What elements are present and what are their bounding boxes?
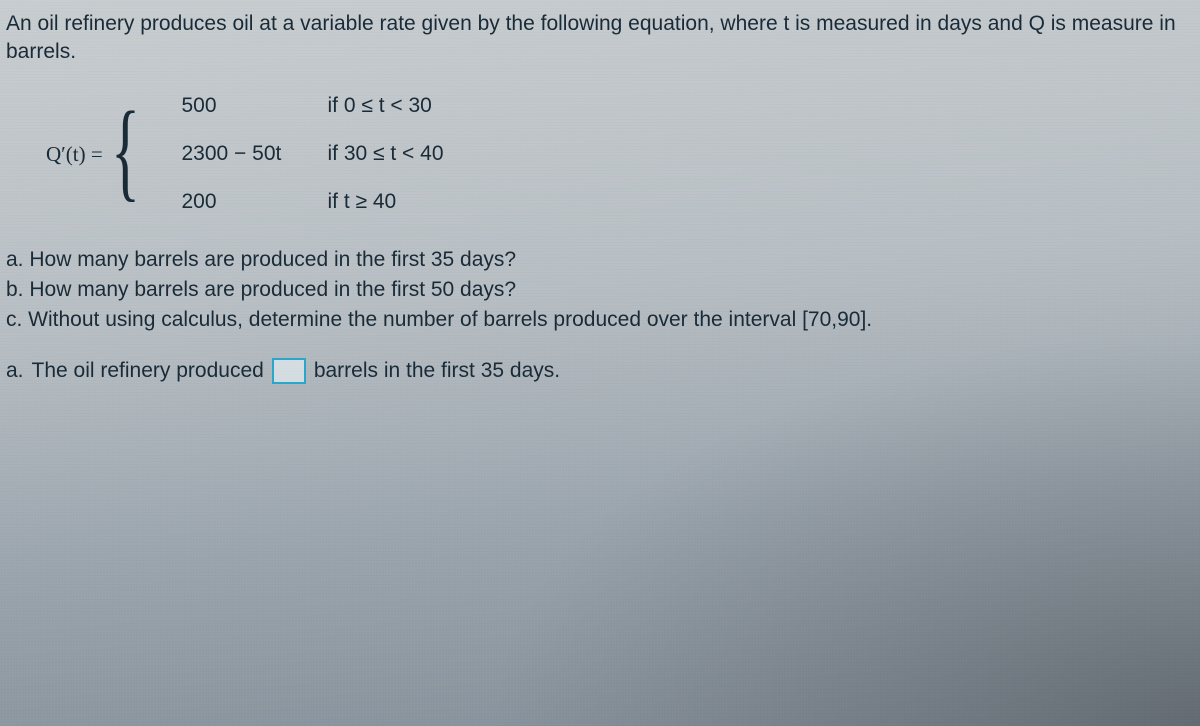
case-row: 2300 − 50t if 30 ≤ t < 40 [178,131,454,177]
photo-vignette [480,327,1200,726]
case-cond: if t ≥ 40 [324,179,454,225]
answer-after-text: barrels in the first 35 days. [314,357,560,385]
case-cond: if 30 ≤ t < 40 [324,131,454,177]
case-row: 500 if 0 ≤ t < 30 [178,83,454,129]
question-b: b. How many barrels are produced in the … [6,276,1192,304]
answer-a-line: a. The oil refinery produced barrels in … [6,357,1192,385]
answer-before-text: The oil refinery produced [32,357,264,385]
question-list: a. How many barrels are produced in the … [6,246,1192,335]
problem-container: An oil refinery produces oil at a variab… [0,0,1200,385]
problem-statement: An oil refinery produces oil at a variab… [6,10,1192,67]
brace-icon: { [111,105,140,195]
answer-label: a. [6,357,24,385]
answer-a-input[interactable] [272,358,306,384]
case-cond: if 0 ≤ t < 30 [324,83,454,129]
case-row: 200 if t ≥ 40 [178,179,454,225]
case-expr: 200 [178,179,322,225]
question-c: c. Without using calculus, determine the… [6,306,1192,334]
case-expr: 2300 − 50t [178,131,322,177]
question-a: a. How many barrels are produced in the … [6,246,1192,274]
piecewise-definition: Q′(t) = { 500 if 0 ≤ t < 30 2300 − 50t i… [46,81,1192,228]
equation-lhs: Q′(t) = [46,140,103,168]
piecewise-cases: 500 if 0 ≤ t < 30 2300 − 50t if 30 ≤ t <… [176,81,456,228]
case-expr: 500 [178,83,322,129]
